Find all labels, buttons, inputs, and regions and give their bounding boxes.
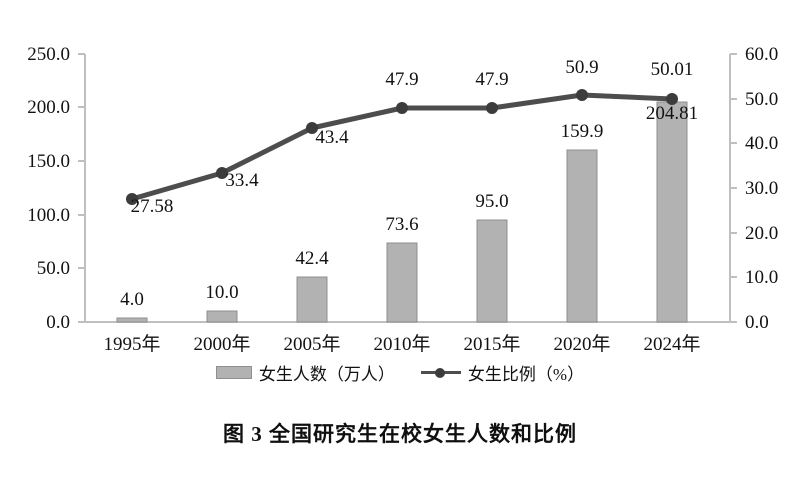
- right-tick-0: 0.0: [745, 312, 769, 333]
- left-tick-100: 100.0: [27, 205, 70, 226]
- line-value-2015: 47.9: [475, 69, 509, 90]
- line-value-2000: 33.4: [225, 170, 259, 191]
- category-label-2024: 2024年: [643, 334, 701, 355]
- marker-2020: [576, 89, 588, 101]
- bar-1995: [116, 317, 148, 323]
- bar-2010: [386, 242, 418, 323]
- bar-value-1995: 4.0: [120, 289, 144, 310]
- bar-2000: [206, 310, 238, 323]
- right-tick-30: 30.0: [745, 178, 779, 199]
- marker-1995: [126, 193, 138, 205]
- bar-2005: [296, 276, 328, 323]
- bar-value-2015: 95.0: [475, 191, 509, 212]
- category-label-2015: 2015年: [463, 334, 521, 355]
- marker-2000: [216, 167, 228, 179]
- right-tick-10: 10.0: [745, 267, 779, 288]
- line-value-2005: 43.4: [315, 127, 349, 148]
- bar-swatch-icon: [215, 366, 252, 379]
- legend-item-line[interactable]: 女生比例（%）: [420, 360, 585, 385]
- figure-caption: 图 3 全国研究生在校女生人数和比例: [223, 422, 577, 446]
- bar-2015: [476, 219, 508, 323]
- category-label-2005: 2005年: [283, 334, 341, 355]
- left-tick-250: 250.0: [27, 44, 70, 65]
- bar-value-2024: 204.81: [645, 103, 699, 124]
- line-value-2010: 47.9: [385, 69, 419, 90]
- line-value-2020: 50.9: [565, 57, 599, 78]
- right-tick-50: 50.0: [745, 89, 779, 110]
- category-label-2020: 2020年: [553, 334, 611, 355]
- bar-value-2005: 42.4: [295, 248, 329, 269]
- left-tick-200: 200.0: [27, 97, 70, 118]
- bar-series: [116, 101, 688, 323]
- marker-2015: [486, 102, 498, 114]
- marker-2024: [666, 93, 678, 105]
- left-tick-0: 0.0: [46, 312, 70, 333]
- category-label-2010: 2010年: [373, 334, 431, 355]
- line-markers: [126, 89, 678, 205]
- marker-2005: [306, 122, 318, 134]
- bar-2020: [566, 149, 598, 323]
- category-label-2000: 2000年: [193, 334, 251, 355]
- legend-item-bar[interactable]: 女生人数（万人）: [215, 360, 395, 385]
- bar-2024: [656, 101, 688, 323]
- line-value-1995: 27.58: [130, 196, 174, 217]
- marker-2010: [396, 102, 408, 114]
- line-value-2024: 50.01: [650, 59, 694, 80]
- right-tick-20: 20.0: [745, 223, 779, 244]
- right-tick-40: 40.0: [745, 133, 779, 154]
- left-tick-150: 150.0: [27, 151, 70, 172]
- legend-label-bar: 女生人数（万人）: [258, 365, 395, 384]
- bar-value-2020: 159.9: [560, 121, 604, 142]
- chart-legend: 女生人数（万人） 女生比例（%）: [0, 360, 800, 385]
- bar-value-2000: 10.0: [205, 282, 239, 303]
- line-marker-icon: [420, 367, 461, 378]
- category-label-1995: 1995年: [103, 334, 161, 355]
- legend-label-line: 女生比例（%）: [467, 365, 585, 384]
- left-tick-50: 50.0: [36, 258, 70, 279]
- bar-value-2010: 73.6: [385, 214, 419, 235]
- right-tick-60: 60.0: [745, 44, 779, 65]
